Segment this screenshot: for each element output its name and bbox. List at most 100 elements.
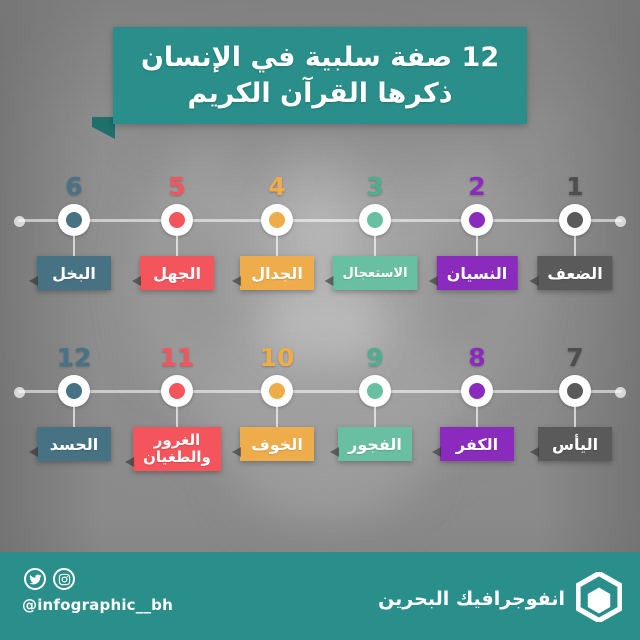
node-label-box[interactable]: البخل [29, 256, 111, 290]
node-label-text: الفجور [348, 434, 402, 454]
node-marker-icon [58, 204, 90, 236]
node-number: 5 [168, 172, 186, 201]
title-line-1: 12 صفة سلبية في الإنسان [140, 41, 500, 73]
axis-endcap-right [615, 216, 626, 227]
node-stem [574, 236, 576, 256]
node-stem [574, 407, 576, 427]
label-box-tail-icon [29, 447, 38, 457]
label-box-tail-icon [529, 276, 539, 286]
node-marker-fill [169, 212, 185, 228]
node-marker-fill [367, 212, 383, 228]
node-marker-icon [559, 375, 591, 407]
node-stem [276, 236, 278, 256]
timeline-axis [18, 219, 622, 222]
node-label-text: الحسد [49, 434, 99, 454]
node-label-box[interactable]: الكفر [432, 427, 514, 461]
axis-endcap-right [615, 387, 626, 398]
node-stem [374, 407, 376, 427]
label-box-tail-icon [232, 276, 241, 286]
label-box-tail-icon [530, 447, 539, 457]
node-label-box[interactable]: النسيان [428, 256, 518, 290]
node-label-text: اليأس [551, 434, 599, 454]
node-marker-icon [161, 375, 193, 407]
node-stem [176, 236, 178, 256]
hexagon-logo-icon [575, 570, 623, 626]
node-marker-icon [261, 375, 293, 407]
node-marker-fill [367, 383, 383, 399]
label-box-tail-icon [428, 276, 438, 286]
node-label-box[interactable]: الاستعجال [324, 256, 418, 290]
node-number: 4 [268, 172, 286, 201]
label-box-tail-icon [29, 276, 38, 286]
node-label-box[interactable]: الفجور [330, 427, 412, 461]
node-stem [73, 407, 75, 427]
node-number: 9 [366, 343, 384, 372]
axis-endcap-left [14, 387, 25, 398]
node-number: 11 [159, 343, 195, 372]
node-stem [276, 407, 278, 427]
node-marker-fill [469, 383, 485, 399]
footer-bar: @infographic__bh انفوجرافيك البحرين [0, 552, 640, 640]
node-label-text: الغرور [153, 431, 201, 450]
node-label-text: الجدال [251, 263, 303, 283]
axis-endcap-left [14, 216, 25, 227]
node-number: 1 [566, 172, 584, 201]
node-marker-fill [269, 212, 285, 228]
label-box-tail-icon [330, 447, 339, 457]
node-stem [476, 407, 478, 427]
node-label-box[interactable]: الحسد [29, 427, 111, 461]
node-stem [176, 407, 178, 427]
instagram-icon[interactable] [53, 568, 75, 590]
node-label-text: الخوف [251, 434, 303, 454]
node-marker-icon [58, 375, 90, 407]
twitter-icon[interactable] [24, 568, 46, 590]
node-label-box[interactable]: الخوف [232, 427, 314, 461]
node-label-box[interactable]: الغرور والطغيان [125, 427, 221, 471]
node-number: 8 [468, 343, 486, 372]
node-marker-fill [567, 383, 583, 399]
node-label-box[interactable]: اليأس [530, 427, 612, 461]
node-marker-fill [66, 383, 82, 399]
node-label-box[interactable]: الجهل [132, 256, 214, 290]
node-marker-icon [461, 375, 493, 407]
node-number: 2 [468, 172, 486, 201]
node-marker-icon [359, 204, 391, 236]
node-stem [374, 236, 376, 256]
node-stem [73, 236, 75, 256]
node-marker-fill [567, 212, 583, 228]
brand: انفوجرافيك البحرين [378, 570, 623, 626]
node-marker-fill [169, 383, 185, 399]
label-box-tail-icon [125, 457, 135, 467]
node-marker-fill [469, 212, 485, 228]
node-label-text: الكفر [455, 434, 499, 454]
node-label-text: النسيان [446, 263, 508, 283]
timeline-axis [18, 390, 622, 393]
node-marker-fill [269, 383, 285, 399]
node-marker-icon [261, 204, 293, 236]
node-number: 12 [56, 343, 92, 372]
node-label-box[interactable]: الضعف [529, 256, 613, 290]
node-marker-icon [461, 204, 493, 236]
node-number: 10 [259, 343, 295, 372]
social-handle: @infographic__bh [22, 596, 173, 614]
node-label-text: الضعف [547, 263, 603, 283]
title-banner: 12 صفة سلبية في الإنسان ذكرها القرآن الك… [113, 27, 527, 124]
label-box-tail-icon [432, 447, 441, 457]
node-stem [476, 236, 478, 256]
node-number: 3 [366, 172, 384, 201]
node-label-text: البخل [52, 263, 96, 283]
node-number: 6 [65, 172, 83, 201]
node-label-text: الاستعجال [342, 265, 408, 281]
brand-name: انفوجرافيك البحرين [378, 588, 565, 610]
title-line-2: ذكرها القرآن الكريم [187, 77, 453, 109]
label-box-tail-icon [324, 276, 334, 286]
node-marker-icon [161, 204, 193, 236]
node-label-text: والطغيان [143, 448, 211, 466]
label-box-tail-icon [132, 276, 141, 286]
label-box-tail-icon [232, 447, 241, 457]
node-marker-icon [359, 375, 391, 407]
node-marker-fill [66, 212, 82, 228]
node-label-box[interactable]: الجدال [232, 256, 314, 290]
node-label-text: الجهل [153, 263, 201, 283]
